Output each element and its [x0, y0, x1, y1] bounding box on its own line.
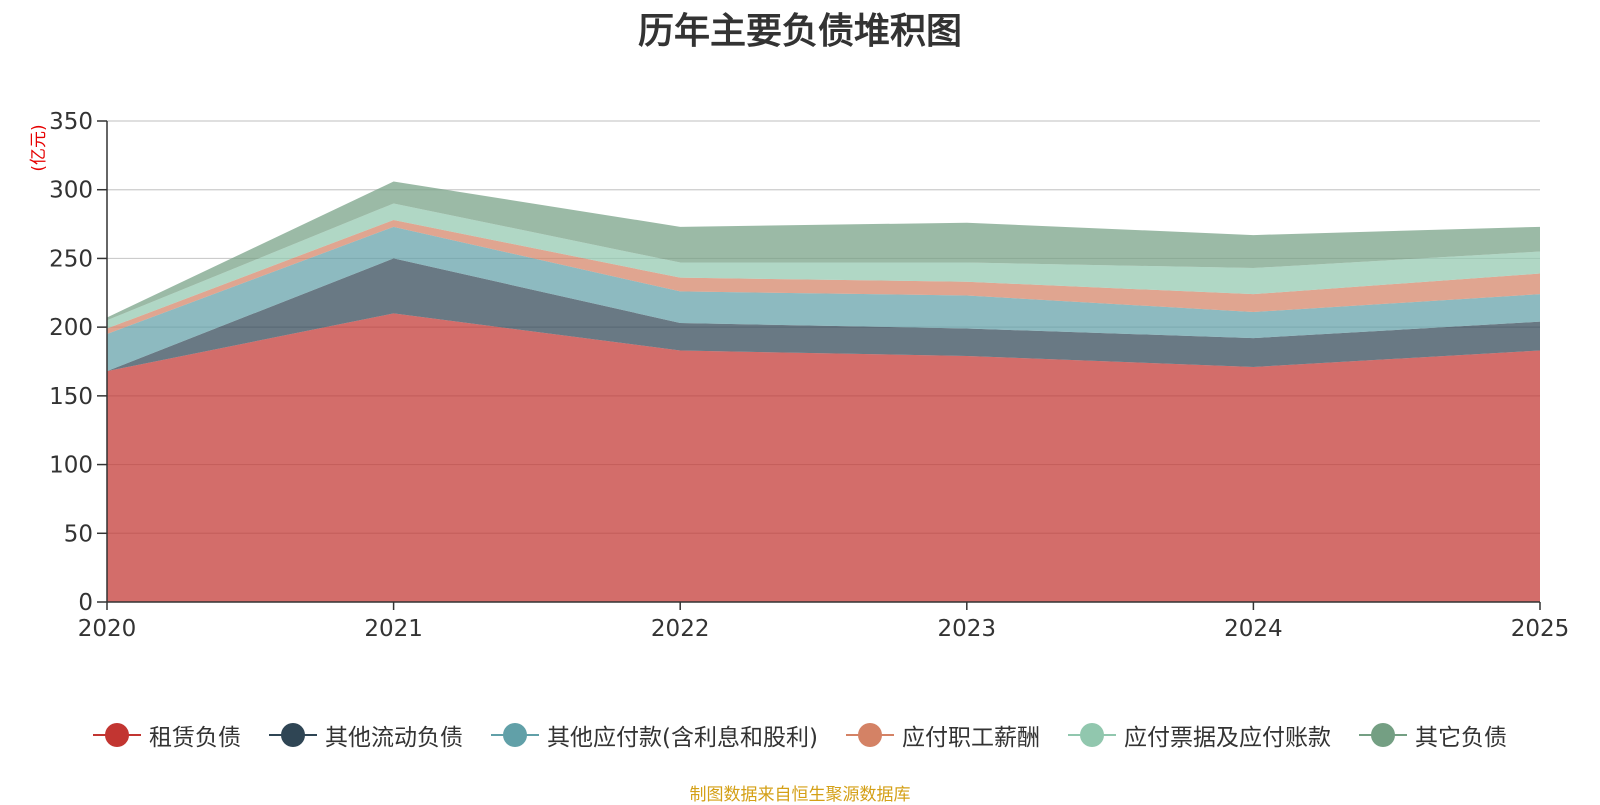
y-tick-label: 200: [49, 315, 93, 341]
area-series-1: [107, 313, 1540, 602]
legend-label: 其他应付款(含利息和股利): [547, 725, 818, 751]
axes: 0 50 100 150 200 250 300 350 2020 2021 2022 2023 202…: [49, 109, 1569, 642]
x-tick-label: 2022: [651, 616, 710, 642]
y-tick-label: 100: [49, 453, 93, 479]
legend-swatch: [269, 723, 318, 747]
legend-dot: [281, 723, 306, 747]
legend-dot: [1370, 723, 1395, 747]
area-series: [107, 181, 1540, 602]
legend-dot: [503, 723, 528, 747]
legend-label: 应付票据及应付账款: [1123, 725, 1331, 751]
area-series-6: [107, 181, 1540, 321]
x-tick-label: 2021: [364, 616, 423, 642]
legend-item[interactable]: 其他应付款(含利息和股利): [491, 718, 818, 752]
legend-label: 应付职工薪酬: [901, 725, 1040, 751]
y-tick-label: 150: [49, 384, 93, 410]
y-tick-label: 300: [49, 178, 93, 204]
legend-dot: [857, 723, 882, 747]
x-tick-label: 2020: [78, 616, 137, 642]
legend-swatch: [1067, 723, 1116, 747]
legend-label: 租赁负债: [149, 725, 242, 751]
y-tick-label: 0: [78, 590, 93, 616]
area-series-3: [107, 226, 1540, 372]
legend: 租赁负债 其他流动负债 其他应付款(含利息和股利) 应付职工薪酬 应付票据及应付账款 其它…: [0, 718, 1600, 752]
legend-label: 其他流动负债: [325, 725, 464, 751]
y-axis-label: (亿元): [29, 124, 49, 171]
legend-swatch: [491, 723, 540, 747]
legend-label: 其它负债: [1414, 725, 1507, 751]
y-tick-label: 50: [64, 521, 93, 547]
legend-item[interactable]: 其他流动负债: [269, 718, 463, 752]
legend-swatch: [1358, 723, 1407, 747]
y-tick-label: 350: [49, 109, 93, 135]
y-tick-label: 250: [49, 246, 93, 272]
legend-dot: [105, 723, 130, 747]
area-series-4: [107, 219, 1540, 335]
x-tick-label: 2025: [1511, 616, 1570, 642]
area-series-2: [107, 258, 1540, 372]
x-tick-label: 2023: [938, 616, 997, 642]
legend-swatch: [845, 723, 894, 747]
x-tick-label: 2024: [1224, 616, 1283, 642]
legend-item[interactable]: 应付职工薪酬: [845, 718, 1040, 752]
area-series-5: [107, 203, 1540, 329]
legend-item[interactable]: 租赁负债: [93, 718, 241, 752]
legend-item[interactable]: 其它负债: [1358, 718, 1507, 752]
data-source-note: 制图数据来自恒生聚源数据库: [689, 785, 911, 805]
chart-title: 历年主要负债堆积图: [637, 11, 962, 52]
legend-dot: [1079, 723, 1104, 747]
legend-swatch: [93, 723, 142, 747]
legend-item[interactable]: 应付票据及应付账款: [1067, 718, 1331, 752]
